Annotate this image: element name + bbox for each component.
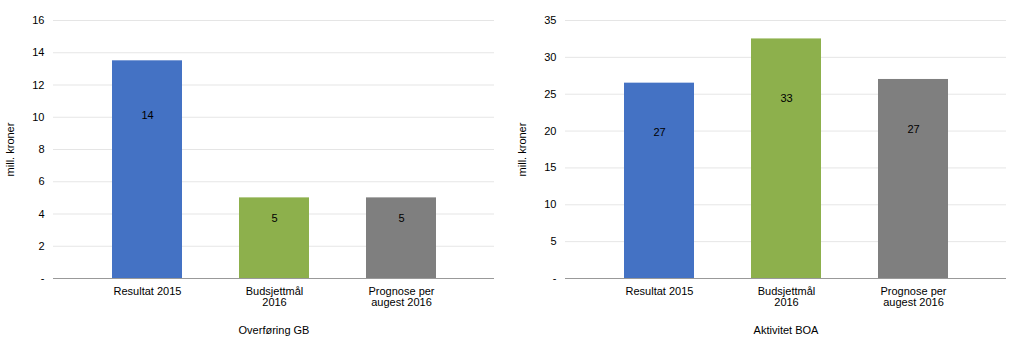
svg-text:14: 14 [141,109,153,121]
svg-text:4: 4 [38,208,44,220]
svg-text:10: 10 [544,198,556,210]
svg-text:12: 12 [32,79,44,91]
svg-text:6: 6 [38,175,44,187]
svg-text:14: 14 [32,46,44,58]
svg-text:5: 5 [398,212,404,224]
svg-text:Prognose peraugest 2016: Prognose peraugest 2016 [880,285,946,308]
svg-text:mill. kroner: mill. kroner [516,122,528,176]
svg-text:Resultat 2015: Resultat 2015 [114,285,182,297]
svg-text:Aktivitet BOA: Aktivitet BOA [754,324,819,336]
svg-text:27: 27 [907,123,919,135]
svg-text:27: 27 [653,126,665,138]
svg-text:5: 5 [550,235,556,247]
svg-text:Budsjettmål2016: Budsjettmål2016 [246,285,303,308]
svg-text:Prognose peraugest 2016: Prognose peraugest 2016 [368,285,434,308]
svg-text:10: 10 [32,111,44,123]
svg-text:Resultat 2015: Resultat 2015 [626,285,694,297]
svg-text:20: 20 [544,125,556,137]
svg-text:Budsjettmål2016: Budsjettmål2016 [758,285,815,308]
svg-text:16: 16 [32,14,44,26]
svg-text:-: - [553,272,557,284]
svg-text:-: - [41,272,45,284]
svg-text:35: 35 [544,14,556,26]
svg-text:33: 33 [780,92,792,104]
svg-text:5: 5 [271,212,277,224]
svg-text:8: 8 [38,143,44,155]
svg-text:25: 25 [544,88,556,100]
svg-text:2: 2 [38,240,44,252]
svg-text:Overføring GB: Overføring GB [239,324,310,336]
svg-text:mill. kroner: mill. kroner [4,122,16,176]
svg-text:15: 15 [544,161,556,173]
svg-text:30: 30 [544,51,556,63]
